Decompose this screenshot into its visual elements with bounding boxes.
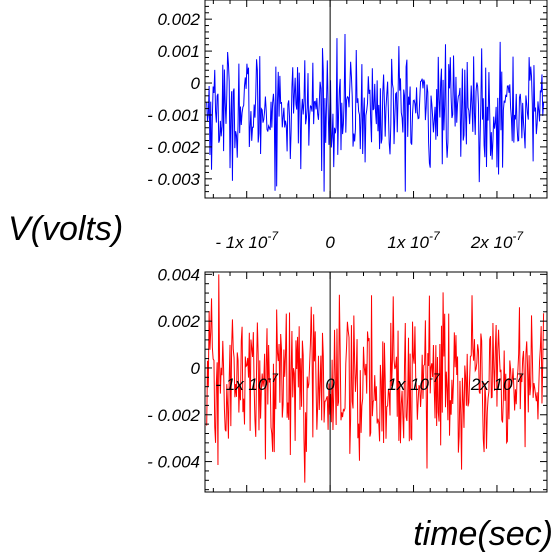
plot-frame	[204, 0, 548, 199]
x-tick-label: 1x 10-7	[387, 229, 441, 252]
y-axis-label: V(volts)	[8, 210, 123, 248]
x-tick-label: 2x 10-7	[470, 229, 525, 252]
y-tick-label: - 0.004	[147, 453, 200, 472]
x-tick-label: 0	[325, 233, 335, 252]
y-tick-label: 0.001	[157, 42, 200, 61]
x-axis-label: time(sec)	[413, 515, 553, 553]
y-tick-label: 0.002	[157, 10, 200, 29]
noise-trace	[206, 274, 545, 483]
top-chart: 0.002 0.001 0 - 0.001 - 0.002 - 0.003 - 1x 10-…	[147, 0, 548, 252]
y-tick-label: - 0.002	[147, 138, 200, 157]
y-tick-label: - 0.001	[147, 106, 200, 125]
x-tick-label: 0	[325, 375, 335, 394]
y-tick-label: - 0.002	[147, 406, 200, 425]
y-tick-label: - 0.003	[147, 170, 200, 189]
x-tick-label: 2x 10-7	[470, 371, 525, 394]
noise-trace	[206, 34, 545, 192]
y-tick-label: 0.004	[157, 265, 200, 284]
y-tick-label: 0	[191, 359, 201, 378]
y-tick-label: 0.002	[157, 312, 200, 331]
plot-frame	[204, 271, 548, 493]
x-tick-label: - 1x 10-7	[215, 229, 279, 252]
y-tick-label: 0	[191, 74, 201, 93]
x-tick-label: 1x 10-7	[387, 371, 441, 394]
x-tick-label: - 1x 10-7	[215, 371, 279, 394]
bottom-chart: 0.004 0.002 0 - 0.002 - 0.004 - 1x 10-7 0 1x 10…	[147, 265, 548, 493]
